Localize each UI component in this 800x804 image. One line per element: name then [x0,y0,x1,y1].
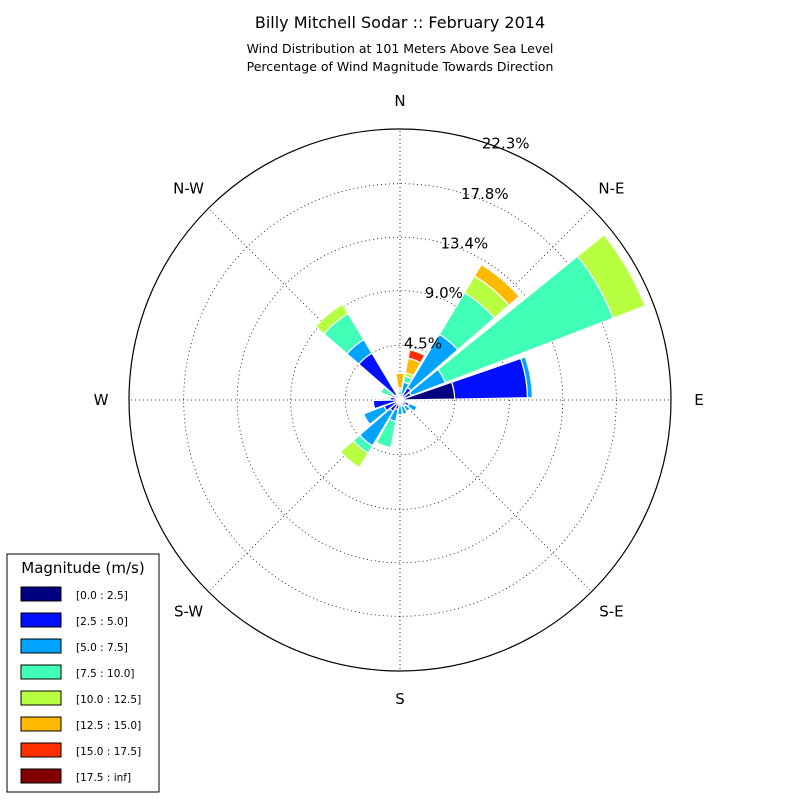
radial-tick-label-4: 22.3% [482,135,530,153]
direction-label-n-w: N-W [173,180,204,198]
legend-swatch-1 [21,613,61,627]
direction-label-s-w: S-W [174,602,203,620]
radial-tick-label-0: 4.5% [404,334,442,352]
legend-swatch-3 [21,665,61,679]
grid-spoke-3 [400,400,592,592]
chart-title: Billy Mitchell Sodar :: February 2014 [255,13,545,32]
direction-label-n-e: N-E [598,180,624,198]
legend-title: Magnitude (m/s) [21,559,144,577]
legend-label-0: [0.0 : 2.5] [76,590,128,602]
direction-label-n: N [394,92,405,110]
chart-subtitle-line-2: Percentage of Wind Magnitude Towards Dir… [247,59,554,74]
legend-label-2: [5.0 : 7.5] [76,642,128,654]
chart-subtitle-line-1: Wind Distribution at 101 Meters Above Se… [247,41,554,56]
legend-swatch-7 [21,769,61,783]
direction-label-w: W [94,391,109,409]
direction-label-s-e: S-E [599,602,623,620]
radial-tick-label-1: 9.0% [425,284,463,302]
legend-label-3: [7.5 : 10.0] [76,668,134,680]
legend-swatch-5 [21,717,61,731]
legend-label-6: [15.0 : 17.5] [76,746,141,758]
direction-label-e: E [694,391,703,409]
radial-tick-label-2: 13.4% [440,235,488,253]
legend-label-4: [10.0 : 12.5] [76,694,141,706]
radial-tick-label-3: 17.8% [461,185,509,203]
legend-label-7: [17.5 : inf] [76,772,131,784]
bar-dir340-bin1 [399,398,400,399]
bar-dir320-bin1 [359,353,397,396]
legend-swatch-6 [21,743,61,757]
wind-bars [316,235,645,468]
legend-label-5: [12.5 : 15.0] [76,720,141,732]
direction-label-s: S [395,690,405,708]
legend-swatch-2 [21,639,61,653]
legend: Magnitude (m/s) [0.0 : 2.5] [2.5 : 5.0] [5… [7,554,159,792]
legend-label-1: [2.5 : 5.0] [76,616,128,628]
legend-swatch-0 [21,587,61,601]
legend-swatch-4 [21,691,61,705]
